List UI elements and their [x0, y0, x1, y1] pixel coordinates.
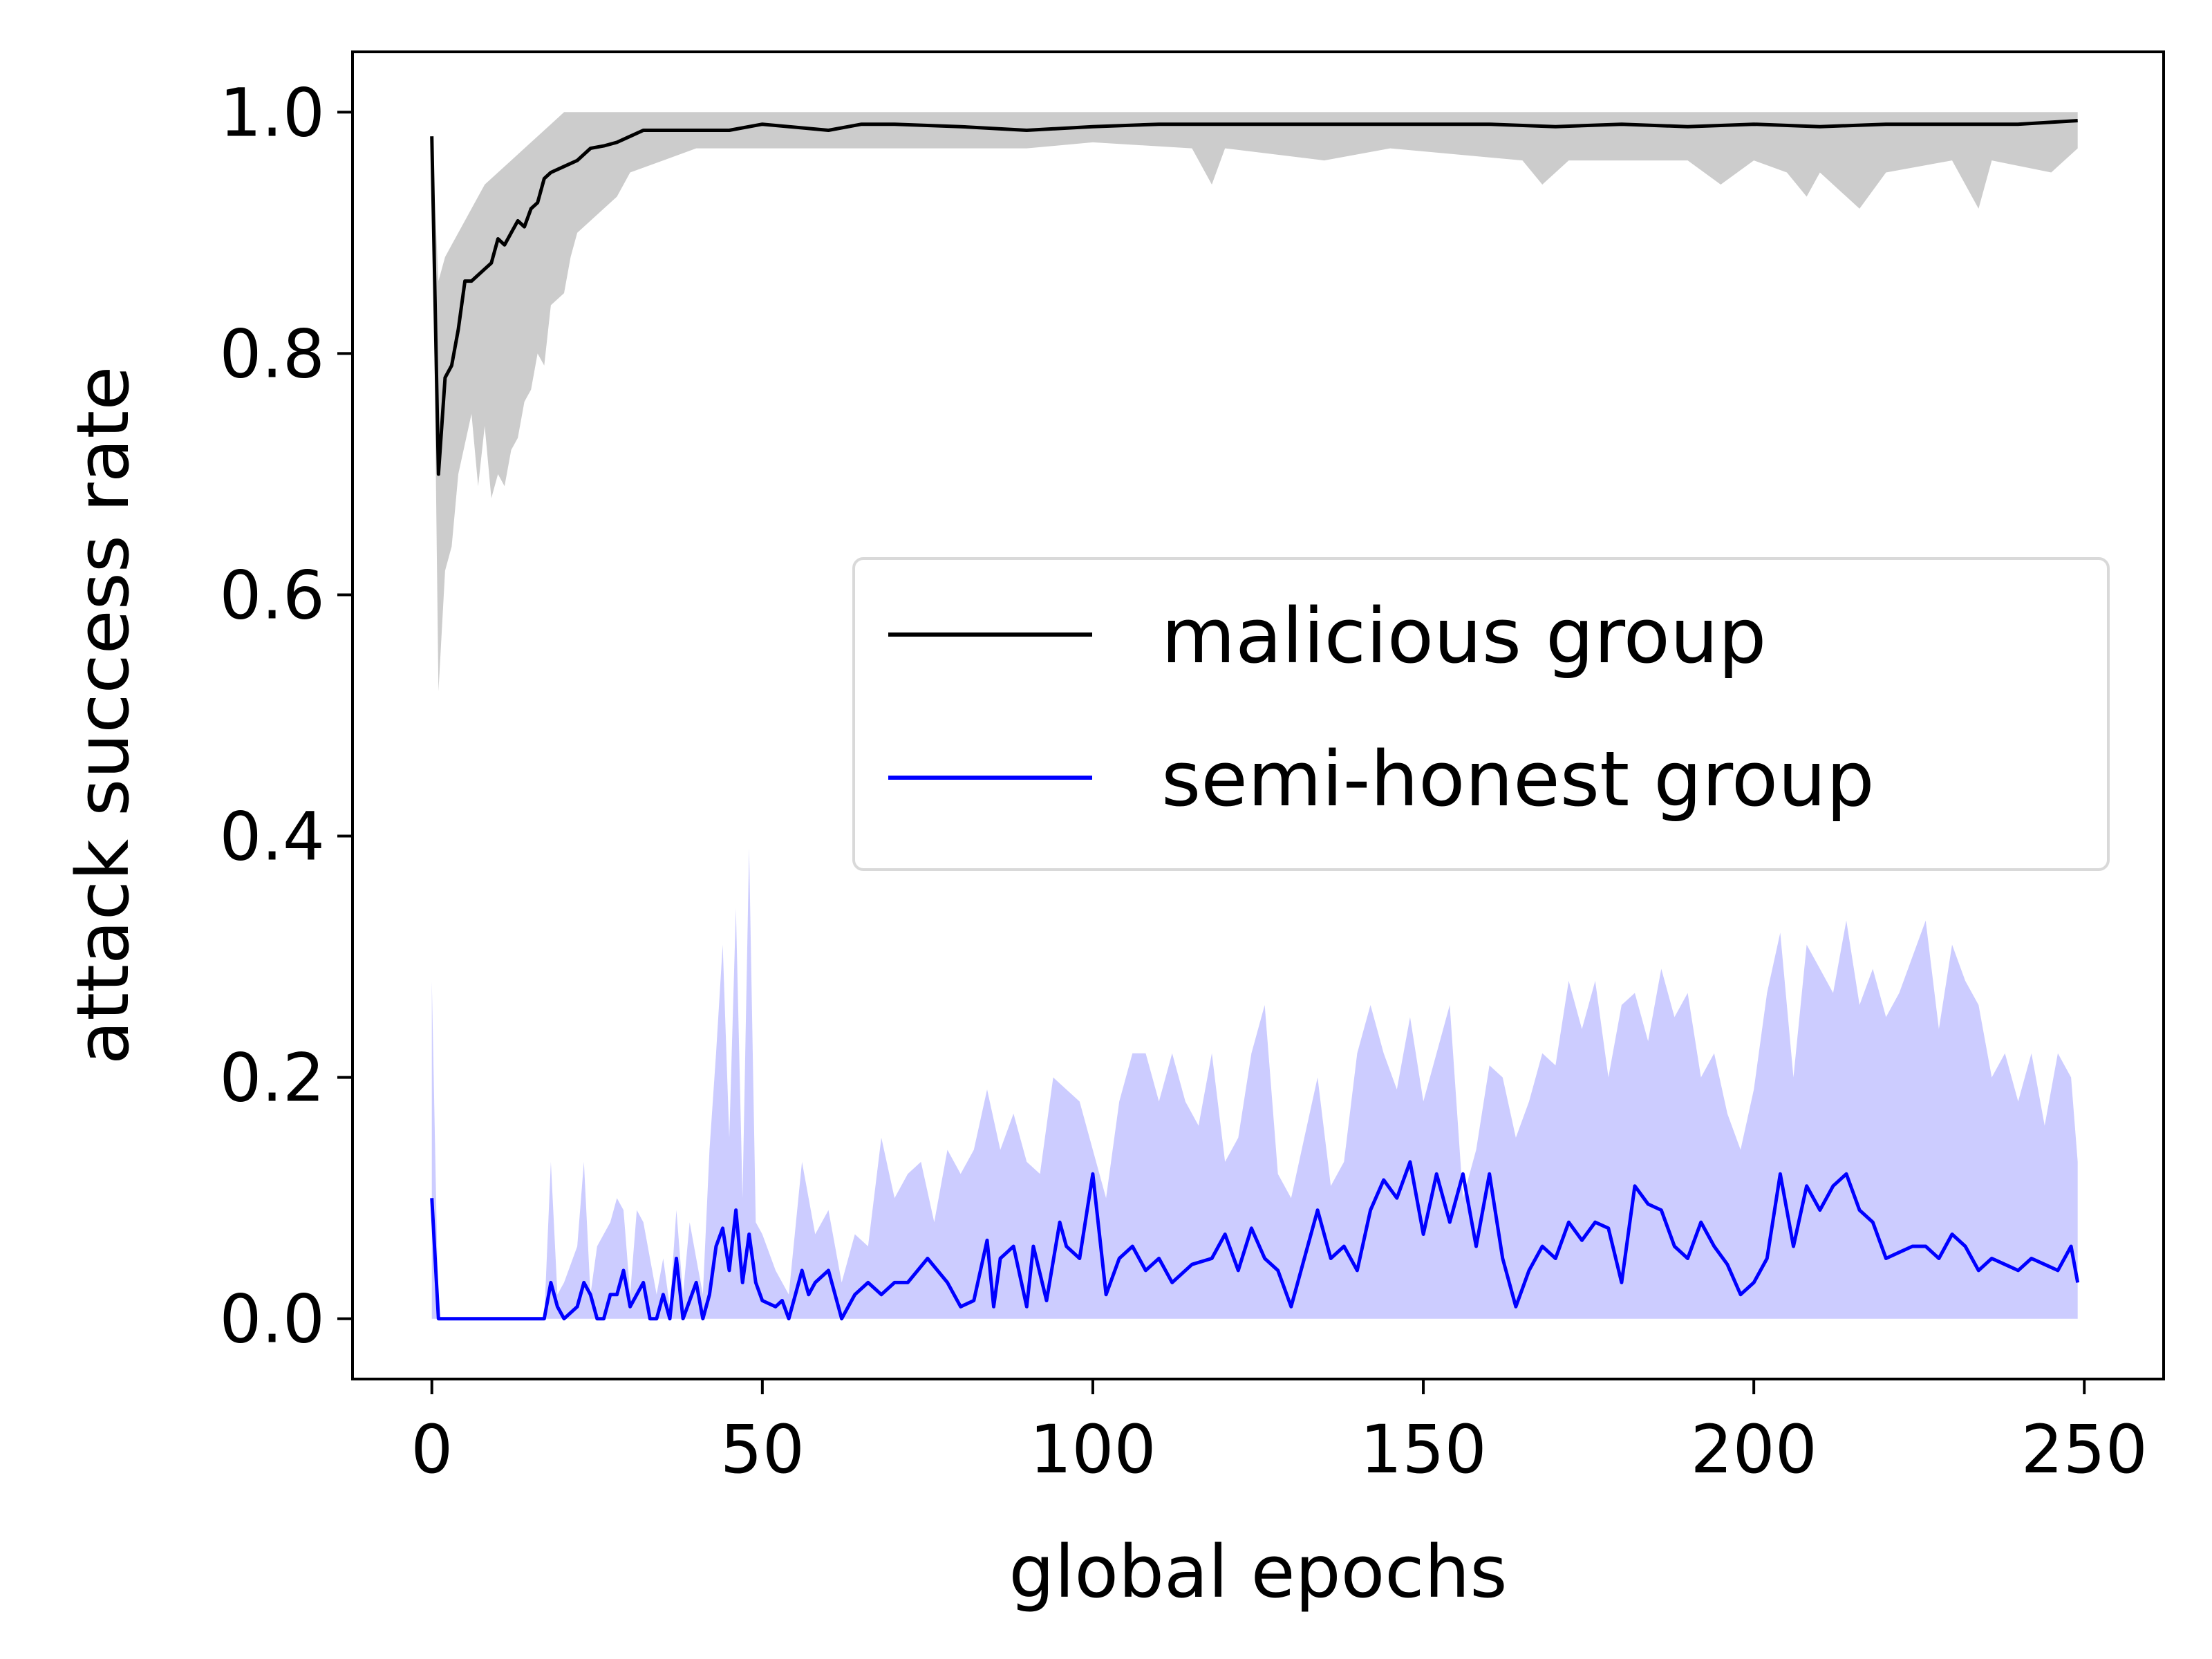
x-tick-label: 50	[720, 1411, 805, 1488]
x-tick-label: 250	[2021, 1411, 2148, 1488]
band-malicious	[431, 112, 2078, 692]
y-axis-label: attack success rate	[61, 366, 145, 1065]
x-axis: 0 50 100 150 200 250	[411, 1379, 2148, 1488]
y-tick-label: 1.0	[219, 74, 325, 151]
y-tick-label: 0.8	[219, 315, 325, 393]
band-semi-honest	[431, 848, 2078, 1319]
x-axis-label: global epochs	[1009, 1530, 1507, 1614]
legend-box	[852, 557, 2110, 871]
series-line-semi-honest	[430, 1160, 2080, 1321]
x-tick-label: 100	[1029, 1411, 1156, 1488]
bands-layer	[431, 112, 2078, 1319]
lines-layer	[430, 119, 2080, 1321]
legend-label-malicious: malicious group	[1161, 592, 1767, 680]
y-tick-label: 0.4	[219, 798, 325, 876]
series-line-malicious	[430, 119, 2078, 476]
y-tick-label: 0.2	[219, 1040, 325, 1117]
x-tick-label: 150	[1360, 1411, 1486, 1488]
x-tick-label: 200	[1691, 1411, 1817, 1488]
plot-frame	[351, 50, 2165, 1380]
y-tick-label: 0.0	[219, 1281, 325, 1358]
legend-label-semi-honest: semi-honest group	[1161, 735, 1875, 823]
x-tick-label: 0	[411, 1411, 453, 1488]
legend: malicious group semi-honest group	[852, 557, 2110, 871]
y-tick-label: 0.6	[219, 556, 325, 634]
y-axis: 0.0 0.2 0.4 0.6 0.8 1.0	[219, 74, 353, 1358]
